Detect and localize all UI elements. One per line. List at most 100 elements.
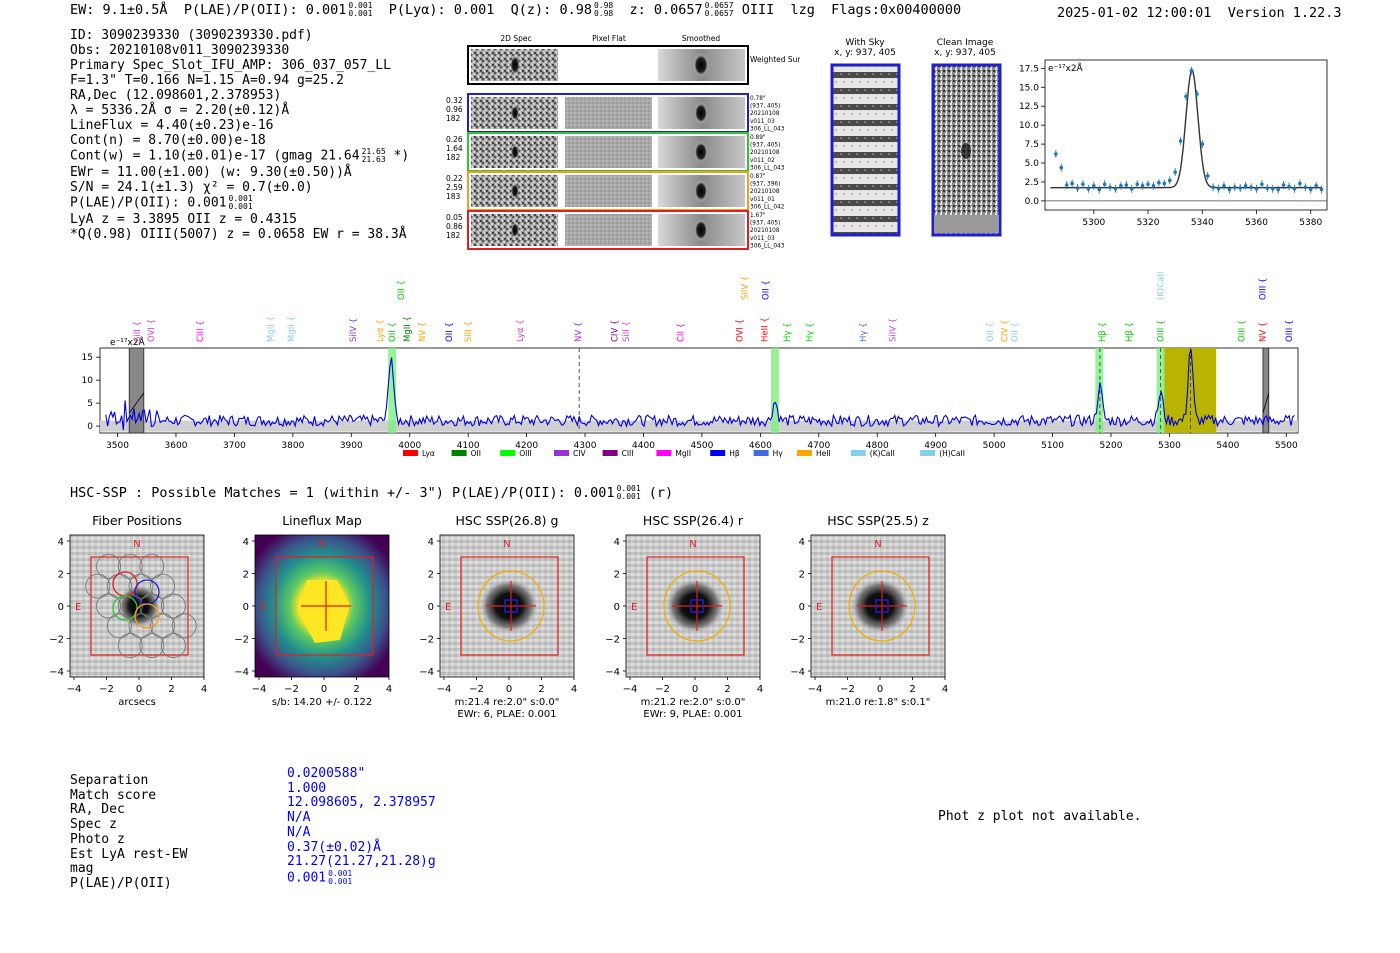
spectrum-line-label: OII { bbox=[1011, 322, 1021, 342]
spectrum-xtick-label: 5200 bbox=[1100, 441, 1123, 451]
spectrum-frame bbox=[99, 347, 1299, 434]
header-lzg: lzg bbox=[790, 2, 815, 18]
fiber-row-smoothed-source bbox=[694, 180, 708, 202]
fiber-row-meta: 306_LL_043 bbox=[750, 126, 785, 132]
fit-xtick-label: 5380 bbox=[1299, 218, 1322, 228]
imaging-xtick-label: 2 bbox=[353, 684, 359, 695]
fiber-circle bbox=[128, 573, 154, 599]
spectrum-mask-hatch bbox=[128, 392, 145, 414]
fit-unit-label: e⁻¹⁷x2Å bbox=[1048, 62, 1084, 74]
imaging-xtick-label: 2 bbox=[168, 684, 174, 695]
fiber-circle bbox=[160, 633, 186, 659]
imaging-xtick-label: −4 bbox=[67, 684, 82, 695]
fiber-row-meta: 306_LL_043 bbox=[750, 243, 785, 249]
fiber-row-smoothed-source bbox=[694, 141, 708, 163]
match-value: N/A bbox=[287, 810, 311, 826]
fiber-circle bbox=[150, 573, 176, 599]
info-id: ID: 3090239330 (3090239330.pdf) bbox=[70, 28, 313, 43]
aperture-box bbox=[460, 556, 559, 656]
legend-swatch bbox=[554, 450, 569, 456]
fiber-row-stat: 183 bbox=[446, 192, 461, 201]
fit-xtick-label: 5300 bbox=[1082, 218, 1105, 228]
imaging-panel: HSC SSP(26.4) r N E 4 2 0 −2 −4−4 −2 0 2 4 m:21.2 re… bbox=[605, 513, 763, 720]
info-plae: P(LAE)/P(OII): 0.001 0.001 0.001 bbox=[70, 194, 253, 211]
spectrum-flux-line bbox=[105, 349, 1295, 430]
imaging-ytick-label: 2 bbox=[799, 570, 805, 581]
fit-point bbox=[1135, 182, 1139, 187]
info-lyaz: LyA z = 3.3895 OII z = 0.4315 bbox=[70, 212, 297, 227]
imaging-xtick-label: 0 bbox=[692, 684, 698, 695]
legend-swatch bbox=[797, 450, 812, 456]
fiber-row-meta: 1.67" bbox=[750, 213, 766, 219]
imaging-xtick-label: 2 bbox=[909, 684, 915, 695]
fit-point bbox=[1227, 187, 1232, 192]
fit-point bbox=[1260, 182, 1264, 187]
imaging-caption: m:21.4 re:2.0" s:0.0" bbox=[455, 697, 560, 708]
match-value: 0.001 bbox=[287, 870, 327, 886]
fiber-circle bbox=[96, 553, 122, 579]
fit-xtick-label: 5340 bbox=[1191, 218, 1214, 228]
fit-content bbox=[1045, 66, 1327, 202]
spectrum-line-label: OVI { bbox=[735, 319, 745, 342]
east-label: E bbox=[260, 602, 266, 613]
source-marker bbox=[875, 599, 889, 613]
imaging-panel-title: HSC SSP(25.5) z bbox=[827, 513, 929, 528]
fiber-row-flat bbox=[565, 136, 652, 168]
spectrum-xtick-label: 5500 bbox=[1275, 441, 1298, 451]
hsc-summary: HSC-SSP : Possible Matches = 1 (within +… bbox=[70, 484, 674, 502]
source-marker bbox=[690, 599, 704, 613]
spectrum-xtick-label: 4000 bbox=[398, 441, 421, 451]
fiber-circle bbox=[117, 593, 143, 619]
east-label: E bbox=[75, 602, 81, 613]
imaging-ytick-label: 2 bbox=[243, 570, 249, 581]
fiber-row-meta: 0.87" bbox=[750, 174, 766, 180]
legend-label: (H)CaII bbox=[939, 449, 965, 458]
imaging-xtick-label: −2 bbox=[655, 684, 670, 695]
fit-ytick-label: 5.0 bbox=[1025, 159, 1040, 169]
imaging-xtick-label: 0 bbox=[877, 684, 883, 695]
info-lineflux: LineFlux = 4.40(±0.23)e-16 bbox=[70, 118, 274, 133]
fiber-row-meta: v011_03 bbox=[750, 236, 775, 242]
spectrum-line-label: Hγ { bbox=[805, 322, 815, 342]
imaging-xtick-label: −2 bbox=[284, 684, 299, 695]
spectrum-line-label: SiIV { bbox=[741, 276, 751, 300]
imaging-ytick-label: 4 bbox=[428, 537, 434, 548]
spectrum-xtick-label: 4900 bbox=[924, 441, 947, 451]
fit-point bbox=[1238, 186, 1243, 190]
spectrum-line-label: OII { bbox=[388, 322, 398, 342]
spectrum-ytick-label: 0 bbox=[87, 422, 93, 432]
imaging-ytick-label: −4 bbox=[234, 667, 249, 678]
fiber-row-meta: v011_03 bbox=[750, 119, 775, 125]
aperture-ellipse bbox=[477, 570, 545, 642]
fiber-row-meta: 20210108 bbox=[750, 189, 780, 195]
spectrum-line-label: OIII { bbox=[1237, 320, 1247, 342]
spectrum-xtick-label: 5400 bbox=[1216, 441, 1239, 451]
match-table-values: 0.0200588" 1.000 12.098605, 2.378957 N/A N/A… bbox=[287, 766, 436, 886]
fit-point bbox=[1059, 165, 1064, 170]
spectrum-line-label: OII { bbox=[397, 280, 407, 300]
imaging-ytick-label: 2 bbox=[428, 570, 434, 581]
imaging-ytick-label: 0 bbox=[58, 602, 64, 613]
fiber-row-stat: 182 bbox=[446, 231, 461, 240]
fit-point bbox=[1265, 186, 1270, 190]
header-z: z: 0.0657 bbox=[629, 2, 703, 18]
col-label-smoothed: Smoothed bbox=[682, 34, 721, 43]
fit-point bbox=[1140, 183, 1145, 188]
fiber-row-meta: 20210108 bbox=[750, 111, 780, 117]
fiber-row-meta: 20210108 bbox=[750, 228, 780, 234]
spectrum-mask-hatch bbox=[1262, 392, 1270, 414]
match-value: 0.37(±0.02)Å bbox=[287, 839, 381, 855]
imaging-caption: m:21.0 re:1.8" s:0.1" bbox=[826, 697, 931, 708]
imaging-ytick-label: 0 bbox=[428, 602, 434, 613]
fiber-circle bbox=[139, 633, 165, 659]
match-value: 0.0200588" bbox=[287, 766, 366, 781]
fiber-row-meta: 0.78" bbox=[750, 96, 766, 102]
spectrum-masked-band bbox=[1262, 347, 1270, 434]
imaging-ytick-label: 0 bbox=[614, 602, 620, 613]
fit-axes: 17.5 15.0 12.5 10.0 7.5 5.0 2.5 0.0 5300 5320 5340… bbox=[1019, 64, 1323, 228]
spectrum-xtick-label: 4100 bbox=[457, 441, 480, 451]
fit-ytick-label: 2.5 bbox=[1025, 178, 1039, 188]
imaging-xtick-label: −2 bbox=[840, 684, 855, 695]
spectrum-line-label: Hβ { bbox=[1098, 322, 1108, 342]
